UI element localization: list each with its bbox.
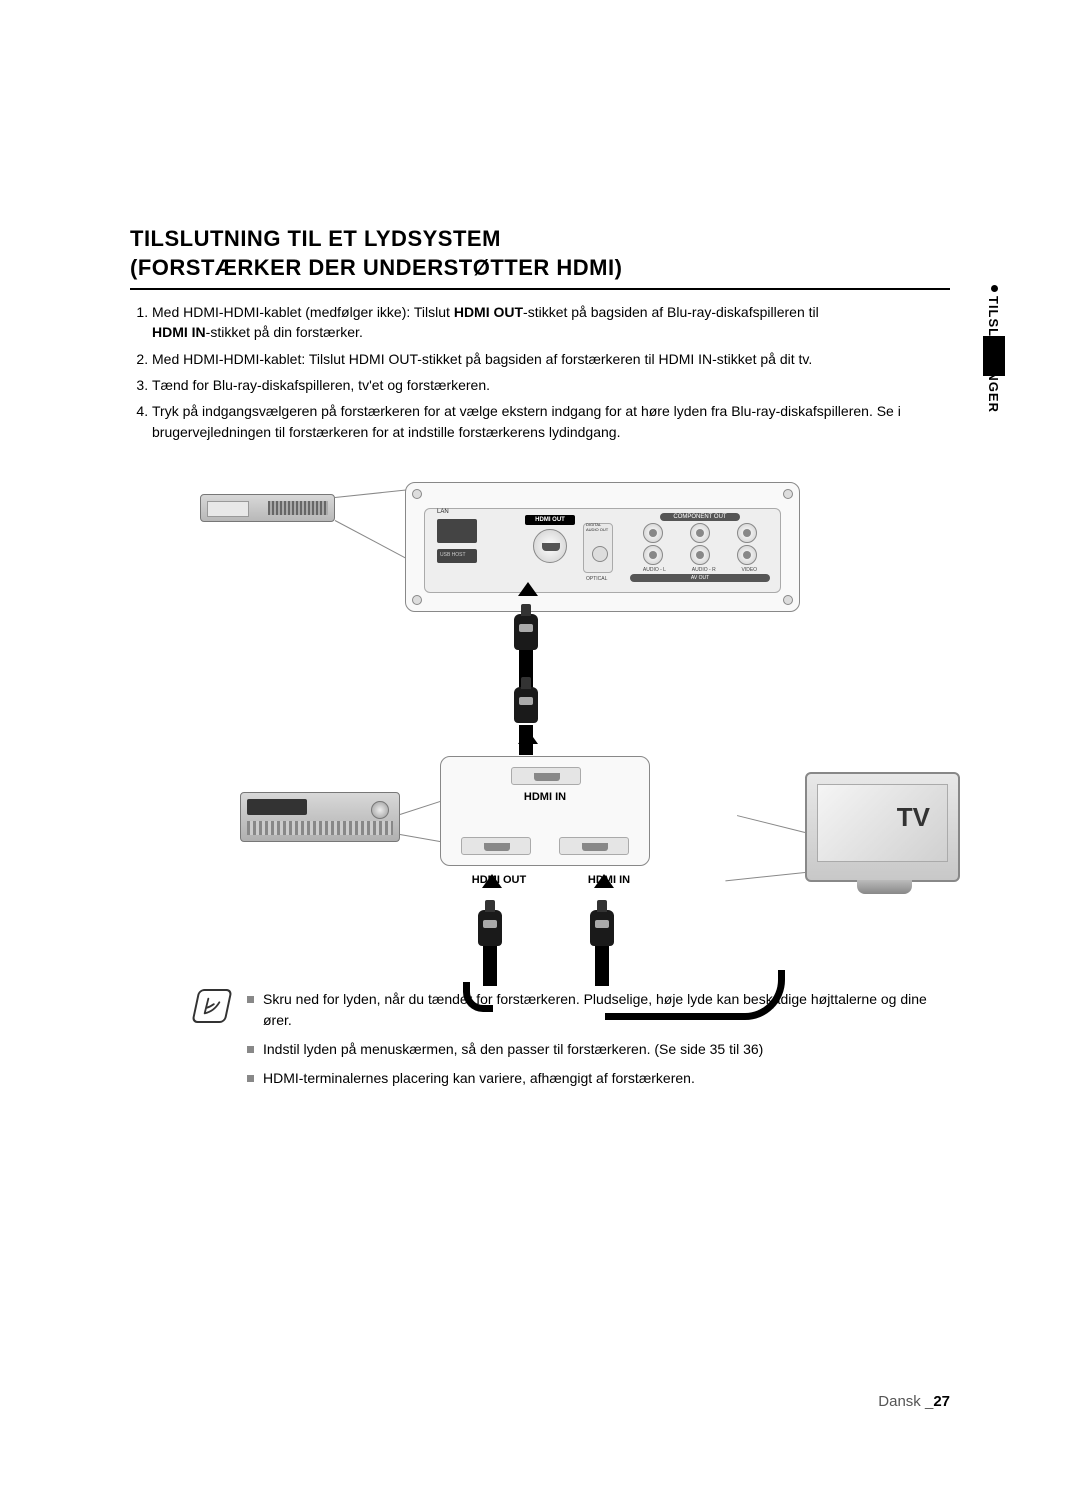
connection-diagram: HDMI OUT OPTICAL COMPONENT OUT <box>160 482 920 1042</box>
tv-label: TV <box>897 802 930 833</box>
hdmi-out-port-icon <box>533 529 567 563</box>
rca-jack-icon <box>690 523 710 543</box>
screw-icon <box>412 489 422 499</box>
hdmi-plug-icon <box>514 614 538 650</box>
screw-icon <box>412 595 422 605</box>
lan-usb-group <box>437 519 507 579</box>
step-1-bold-1: HDMI OUT <box>454 304 523 320</box>
note-section: Skru ned for lyden, når du tænder for fo… <box>195 989 935 1097</box>
hdmi-plug-icon <box>514 687 538 723</box>
component-out-label: COMPONENT OUT <box>660 513 740 521</box>
arrow-up-icon <box>518 582 538 596</box>
step-1-bold-2: HDMI IN <box>152 324 206 340</box>
section-heading: TILSLUTNING TIL ET LYDSYSTEM (FORSTÆRKER… <box>130 225 950 290</box>
rca-jack-icon <box>643 523 663 543</box>
hdmi-in-label: HDMI IN <box>441 791 649 803</box>
rear-panel: HDMI OUT OPTICAL COMPONENT OUT <box>405 482 800 612</box>
step-1-text-c: -stikket på din forstærker. <box>206 324 363 340</box>
step-1: Med HDMI-HDMI-kablet (medfølger ikke): T… <box>152 302 950 343</box>
cable-icon <box>483 946 497 986</box>
note-item: Skru ned for lyden, når du tænder for fo… <box>247 989 935 1031</box>
callout-line <box>335 489 410 498</box>
usb-port-icon <box>437 549 477 563</box>
note-item: HDMI-terminalernes placering kan variere… <box>247 1068 935 1089</box>
rca-jack-icon <box>690 545 710 565</box>
amplifier-panel: HDMI IN <box>440 756 650 866</box>
optical-port-icon: OPTICAL <box>583 523 613 573</box>
step-4: Tryk på indgangsvælgeren på forstærkeren… <box>152 401 950 442</box>
bluray-player-icon <box>200 494 335 522</box>
hdmi-slot-icon <box>461 837 531 855</box>
side-tab-marker <box>983 336 1005 376</box>
rca-jack-icon <box>643 545 663 565</box>
knob-icon <box>371 801 389 819</box>
video-label: VIDEO <box>742 567 758 573</box>
lan-port-icon <box>437 519 477 543</box>
callout-line <box>400 799 446 815</box>
page-footer: Dansk _27 <box>878 1393 950 1410</box>
arrow-up-icon <box>594 874 614 888</box>
heading-line1: TILSLUTNING TIL ET LYDSYSTEM <box>130 226 501 251</box>
hdmi-slot-icon <box>511 767 581 785</box>
hdmi-slot-icon <box>559 837 629 855</box>
footer-page: 27 <box>933 1393 950 1410</box>
step-2: Med HDMI-HDMI-kablet: Tilslut HDMI OUT-s… <box>152 349 950 369</box>
instruction-list: Med HDMI-HDMI-kablet (medfølger ikke): T… <box>130 302 950 442</box>
panel-inner: HDMI OUT OPTICAL COMPONENT OUT <box>424 508 781 593</box>
step-1-text-a: Med HDMI-HDMI-kablet (medfølger ikke): T… <box>152 304 454 320</box>
screw-icon <box>783 489 793 499</box>
callout-line <box>725 872 805 881</box>
hdmi-plug-icon <box>478 910 502 946</box>
arrow-up-icon <box>518 730 538 744</box>
audio-l-label: AUDIO - L <box>643 567 666 573</box>
callout-line <box>335 520 406 558</box>
screw-icon <box>783 595 793 605</box>
footer-lang: Dansk _ <box>878 1393 933 1410</box>
bullet-icon <box>991 285 998 292</box>
heading-line2: (FORSTÆRKER DER UNDERSTØTTER HDMI) <box>130 255 622 280</box>
side-tab: TILSLUTNINGER <box>983 288 1005 458</box>
rca-jack-icon <box>737 523 757 543</box>
tv-stand-icon <box>857 880 912 894</box>
callout-line <box>737 815 805 833</box>
hdmi-plug-icon <box>590 910 614 946</box>
av-out-label: AV OUT <box>630 574 770 582</box>
hdmi-out-label: HDMI OUT <box>525 515 575 525</box>
rca-jack-icon <box>737 545 757 565</box>
arrow-up-icon <box>482 874 502 888</box>
step-1-text-b: -stikket på bagsiden af Blu-ray-diskafsp… <box>523 304 819 320</box>
note-icon <box>191 989 232 1023</box>
note-item: Indstil lyden på menuskærmen, så den pas… <box>247 1039 935 1060</box>
audio-r-label: AUDIO - R <box>692 567 716 573</box>
optical-label: OPTICAL <box>586 576 607 582</box>
amplifier-icon <box>240 792 400 842</box>
tv-icon <box>805 772 960 882</box>
step-3: Tænd for Blu-ray-diskafspilleren, tv'et … <box>152 375 950 395</box>
component-out-group: COMPONENT OUT AUDIO - L AUDIO - R <box>630 513 770 575</box>
note-list: Skru ned for lyden, når du tænder for fo… <box>247 989 935 1097</box>
